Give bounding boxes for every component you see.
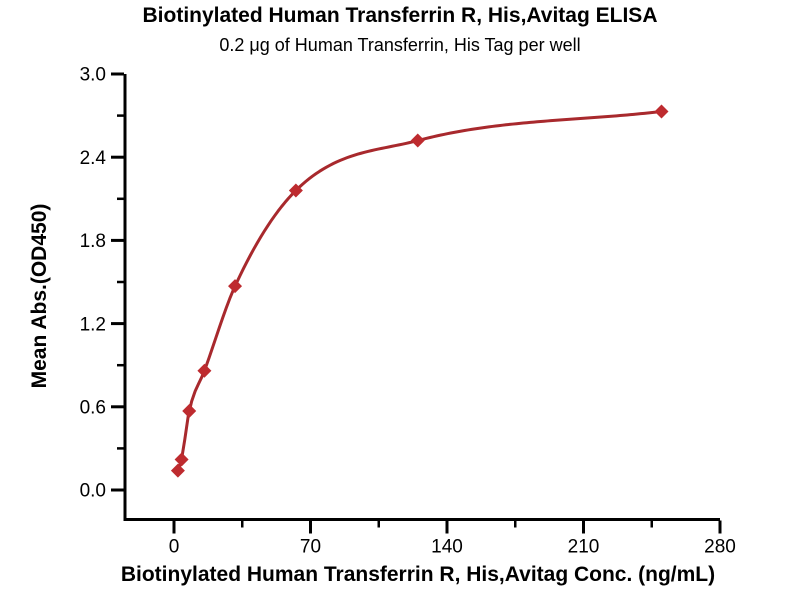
chart-subtitle: 0.2 μg of Human Transferrin, His Tag per… [219,35,581,55]
data-point-marker [182,403,197,418]
data-point-marker [228,279,243,294]
data-point-marker [410,133,425,148]
y-tick-label: 0.6 [80,397,106,418]
y-tick-label: 3.0 [80,65,106,86]
x-tick-label: 280 [704,537,736,558]
x-tick-label: 70 [300,537,321,558]
x-tick-label: 0 [169,537,180,558]
data-point-marker [654,104,669,119]
x-tick-label: 210 [568,537,600,558]
data-point-marker [174,452,189,467]
data-point-marker [197,363,212,378]
x-axis-label: Biotinylated Human Transferrin R, His,Av… [120,563,716,586]
data-point-marker [170,463,185,478]
y-tick-label: 0.0 [80,481,106,502]
y-tick-label: 1.8 [80,231,106,252]
x-tick-label: 140 [431,537,463,558]
chart-title: Biotinylated Human Transferrin R, His,Av… [142,4,658,27]
y-tick-label: 1.2 [80,314,106,335]
y-tick-label: 2.4 [80,148,107,169]
fit-curve [176,109,663,473]
data-point-marker [288,183,303,198]
